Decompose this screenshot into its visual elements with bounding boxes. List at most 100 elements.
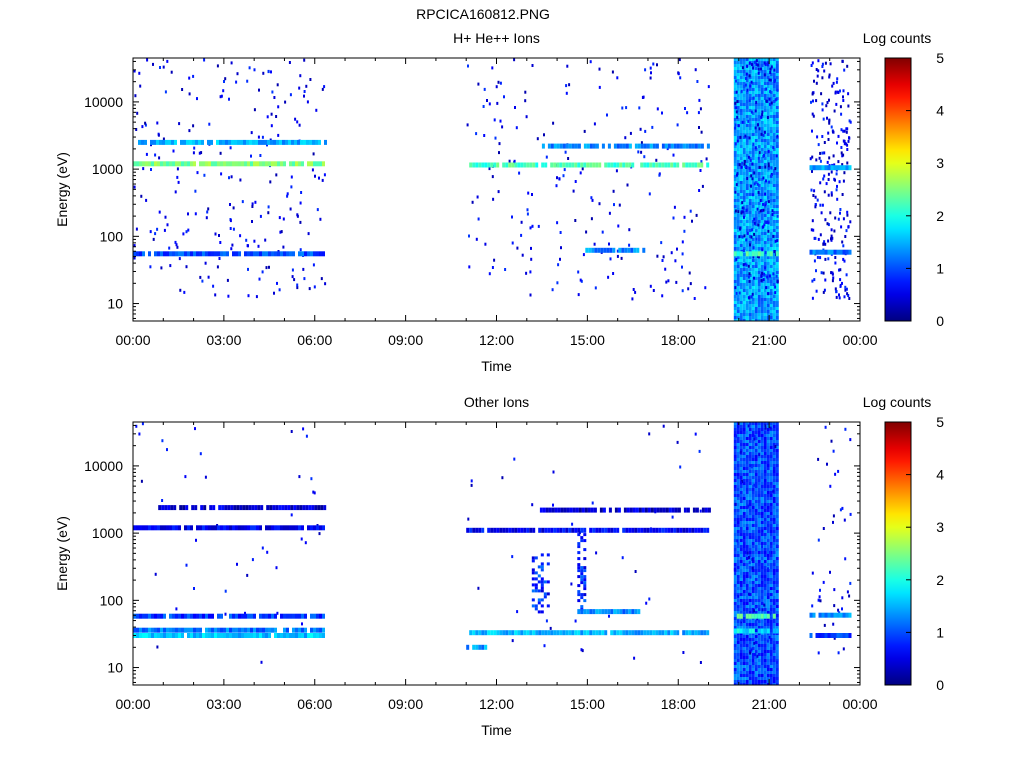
broadband-cell	[745, 238, 749, 241]
broadband-cell	[748, 103, 752, 106]
count-pixel	[762, 176, 765, 180]
count-pixel	[735, 291, 738, 295]
broadband-cell	[772, 223, 776, 226]
band-cell	[591, 247, 595, 253]
broadband-cell	[742, 247, 746, 250]
broadband-cell	[742, 166, 746, 169]
band-cell	[751, 613, 755, 619]
broadband-cell	[754, 112, 758, 115]
band-cell	[644, 507, 648, 513]
count-pixel	[835, 102, 838, 106]
count-pixel	[753, 182, 756, 186]
broadband-cell	[736, 662, 740, 665]
band-cell	[736, 628, 740, 634]
broadband-cell	[757, 79, 761, 82]
band-cell	[247, 633, 250, 638]
broadband-cell	[733, 199, 737, 202]
count-pixel	[229, 219, 232, 223]
count-pixel	[842, 99, 845, 102]
broadband-cell	[751, 626, 755, 629]
count-pixel	[822, 117, 825, 121]
broadband-cell	[772, 587, 776, 590]
band-cell	[230, 505, 234, 511]
band-cell	[301, 525, 304, 531]
band-cell	[674, 507, 678, 513]
broadband-cell	[775, 518, 779, 521]
count-pixel	[230, 175, 233, 179]
broadband-cell	[766, 584, 770, 587]
broadband-cell	[742, 73, 746, 76]
broadband-cell	[748, 536, 752, 539]
broadband-cell	[775, 124, 779, 127]
count-pixel	[530, 246, 532, 250]
broadband-cell	[739, 277, 743, 280]
count-pixel	[570, 582, 573, 586]
broadband-cell	[763, 313, 767, 316]
broadband-cell	[772, 280, 776, 283]
count-pixel	[818, 595, 821, 599]
broadband-cell	[748, 458, 752, 461]
broadband-cell	[766, 142, 770, 145]
count-pixel	[744, 165, 747, 169]
broadband-cell	[733, 145, 737, 148]
count-pixel	[198, 151, 201, 155]
broadband-cell	[760, 205, 764, 208]
broadband-cell	[766, 172, 770, 175]
band-cell	[580, 527, 584, 533]
count-pixel	[291, 268, 294, 272]
band-cell	[292, 613, 295, 619]
broadband-cell	[763, 509, 767, 512]
broadband-cell	[754, 154, 758, 157]
band-cell	[508, 527, 512, 533]
band-cell	[640, 143, 644, 149]
band-cell	[271, 613, 274, 619]
band-cell	[184, 613, 187, 619]
band-cell	[618, 247, 622, 253]
count-pixel	[608, 242, 610, 246]
broadband-cell	[775, 289, 779, 292]
count-pixel	[757, 71, 760, 75]
band-cell	[217, 627, 220, 633]
broadband-cell	[766, 605, 770, 608]
broadband-cell	[733, 674, 737, 677]
broadband-cell	[733, 169, 737, 172]
broadband-cell	[775, 94, 779, 97]
broadband-cell	[763, 557, 767, 560]
broadband-cell	[751, 70, 755, 73]
band-cell	[269, 505, 273, 511]
band-cell	[257, 505, 261, 511]
count-pixel	[849, 581, 852, 585]
band-cell	[610, 630, 614, 636]
count-pixel	[248, 66, 251, 70]
broadband-cell	[754, 500, 758, 503]
band-cell	[161, 505, 165, 511]
count-pixel	[823, 288, 826, 292]
broadband-cell	[736, 653, 740, 656]
broadband-cell	[757, 232, 761, 235]
broadband-cell	[745, 163, 749, 166]
count-pixel	[549, 626, 552, 630]
broadband-cell	[748, 91, 752, 94]
broadband-cell	[766, 473, 770, 476]
broadband-cell	[751, 169, 755, 172]
broadband-cell	[745, 665, 749, 668]
broadband-cell	[733, 539, 737, 542]
broadband-cell	[543, 595, 547, 599]
broadband-cell	[540, 562, 544, 566]
broadband-cell	[769, 292, 773, 295]
count-pixel	[156, 227, 159, 231]
band-cell	[205, 251, 208, 257]
count-pixel	[743, 159, 746, 163]
broadband-cell	[775, 572, 779, 575]
broadband-cell	[763, 136, 767, 139]
count-pixel	[503, 95, 505, 99]
band-cell	[842, 165, 846, 171]
band-cell	[148, 633, 151, 638]
count-pixel	[776, 660, 779, 664]
broadband-cell	[769, 623, 773, 626]
band-cell	[139, 613, 142, 619]
count-pixel	[643, 155, 646, 159]
broadband-cell	[736, 605, 740, 608]
broadband-cell	[748, 524, 752, 527]
band-cell	[283, 525, 286, 531]
